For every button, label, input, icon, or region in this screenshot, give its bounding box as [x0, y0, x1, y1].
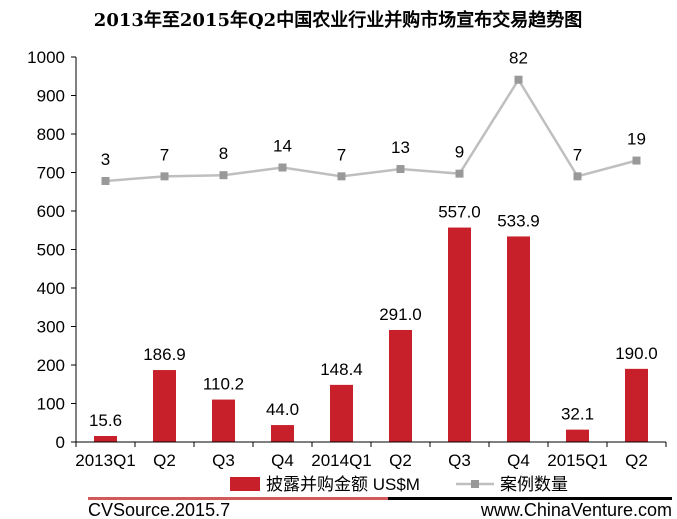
x-tick-label: Q4	[507, 451, 530, 470]
count-marker	[101, 176, 110, 185]
footer: CVSource.2015.7 www.ChinaVenture.com	[88, 497, 672, 519]
count-marker	[278, 163, 287, 172]
y-axis: 0 100 200 300 400 500 600 700 800 900 1000	[27, 48, 77, 452]
count-marker	[632, 156, 641, 165]
count-value-label: 7	[337, 145, 346, 164]
bar	[566, 429, 589, 442]
legend-swatch-amount	[230, 477, 260, 491]
x-tick-label: Q4	[271, 451, 294, 470]
y-tick-label: 400	[37, 279, 65, 298]
chart-title: 2013年至2015年Q2中国农业行业并购市场宣布交易趋势图	[94, 9, 582, 31]
bar-value-label: 148.4	[320, 360, 363, 379]
count-value-label: 14	[273, 136, 292, 155]
y-tick-label: 900	[37, 87, 65, 106]
bar	[448, 227, 471, 442]
x-tick-label: Q2	[389, 451, 412, 470]
count-marker	[160, 172, 169, 181]
count-value-label: 9	[455, 143, 464, 162]
footer-source: CVSource.2015.7	[88, 500, 230, 519]
y-tick-label: 600	[37, 202, 65, 221]
count-marker	[337, 172, 346, 181]
y-tick-label: 0	[56, 433, 65, 452]
x-tick-label: 2015Q1	[547, 451, 608, 470]
bar-value-label: 32.1	[561, 405, 594, 424]
count-line	[105, 77, 637, 183]
bar	[625, 368, 648, 442]
count-marker	[573, 172, 582, 181]
y-tick-label: 700	[37, 164, 65, 183]
bar-value-labels: 15.6 186.9 110.2 44.0 148.4 291.0 557.0 533.9 32…	[89, 203, 658, 430]
x-tick-label: 2014Q1	[311, 451, 372, 470]
count-marker	[514, 75, 523, 84]
footer-website: www.ChinaVenture.com	[480, 500, 672, 519]
bar	[94, 435, 117, 442]
bar-series	[94, 227, 648, 442]
bar-value-label: 533.9	[497, 211, 540, 230]
legend-label-count: 案例数量	[500, 475, 568, 494]
bar-value-label: 190.0	[615, 344, 658, 363]
y-tick-label: 800	[37, 125, 65, 144]
bar	[330, 384, 353, 442]
y-tick-label: 500	[37, 241, 65, 260]
bar	[507, 236, 530, 442]
count-marker	[455, 169, 464, 178]
legend: 披露并购金额 US$M 案例数量	[230, 475, 568, 494]
count-value-label: 8	[219, 144, 228, 163]
count-value-label: 19	[627, 130, 646, 149]
count-value-label: 7	[160, 145, 169, 164]
bar	[271, 425, 294, 442]
bar	[389, 329, 412, 442]
bar	[153, 370, 176, 442]
x-axis: 2013Q1 Q2 Q3 Q4 2014Q1 Q2 Q3 Q4 2015Q1 Q2	[75, 441, 667, 470]
count-value-label: 82	[509, 49, 528, 68]
x-tick-label: Q2	[625, 451, 648, 470]
count-value-label: 13	[391, 138, 410, 157]
y-tick-label: 300	[37, 318, 65, 337]
bar-value-label: 186.9	[143, 345, 186, 364]
bar-value-label: 557.0	[438, 203, 481, 222]
y-tick-label: 100	[37, 395, 65, 414]
bar	[212, 399, 235, 442]
legend-swatch-count-marker	[471, 480, 479, 488]
count-value-labels: 3 7 8 14 7 13 9 82 7 19	[101, 49, 646, 169]
count-value-label: 3	[101, 150, 110, 169]
y-tick-label: 1000	[27, 48, 65, 67]
bar-value-label: 15.6	[89, 411, 122, 430]
x-tick-label: Q3	[448, 451, 471, 470]
bar-value-label: 44.0	[266, 400, 299, 419]
x-tick-label: 2013Q1	[75, 451, 136, 470]
legend-label-amount: 披露并购金额 US$M	[266, 475, 420, 494]
x-tick-label: Q2	[153, 451, 176, 470]
count-marker	[396, 165, 405, 174]
x-tick-label: Q3	[212, 451, 235, 470]
bar-value-label: 291.0	[379, 305, 422, 324]
y-tick-label: 200	[37, 356, 65, 375]
count-marker	[219, 171, 228, 180]
count-line-series	[101, 75, 641, 185]
count-value-label: 7	[573, 145, 582, 164]
bar-value-label: 110.2	[203, 375, 244, 394]
